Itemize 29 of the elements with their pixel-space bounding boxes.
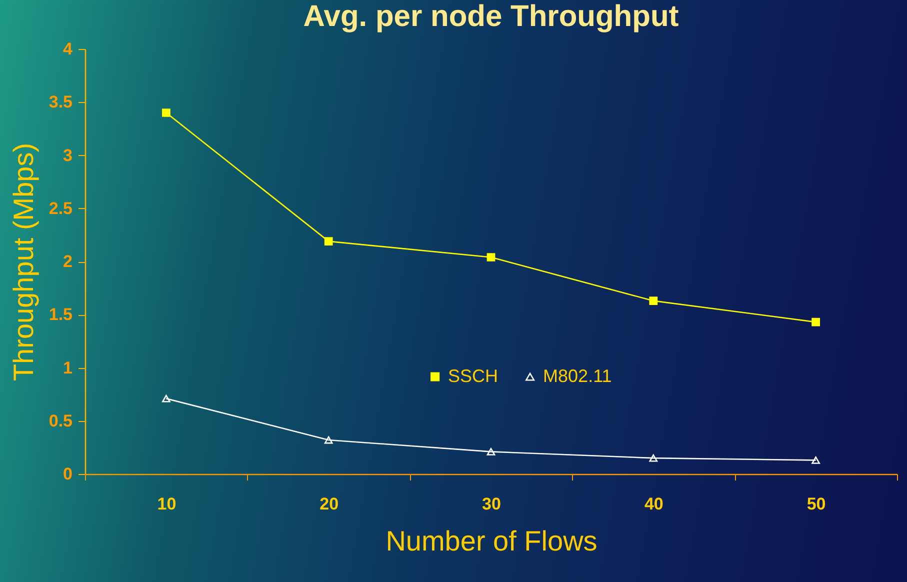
- point: [324, 237, 333, 246]
- legend-label: SSCH: [448, 366, 498, 386]
- y-axis-title: Throughput (Mbps): [8, 142, 39, 382]
- point: [649, 296, 658, 305]
- point: [812, 456, 820, 464]
- y-tick-label: 2: [63, 252, 72, 271]
- x-tick-label: 20: [320, 494, 339, 514]
- y-tick-label: 4: [63, 40, 74, 58]
- x-tick-label: 30: [482, 494, 501, 514]
- point: [649, 454, 658, 462]
- y-tick-label: 0.5: [48, 411, 72, 430]
- point: [162, 108, 170, 117]
- point: [486, 448, 496, 456]
- x-tick-label: 50: [806, 494, 826, 514]
- point: [162, 394, 170, 402]
- y-tick-label: 0: [63, 464, 72, 484]
- y-tick-label: 3.5: [48, 92, 72, 112]
- y-tick-label: 2.5: [48, 198, 72, 218]
- point: [486, 253, 496, 262]
- x-tick-label: 40: [644, 494, 664, 514]
- point: [812, 318, 820, 326]
- legend-label: M802.11: [543, 366, 612, 386]
- y-tick-label: 1: [63, 358, 72, 378]
- y-tick-label: 3: [63, 146, 72, 165]
- chart-title: Avg. per node Throughput: [303, 0, 679, 33]
- y-tick-label: 1.5: [48, 305, 72, 324]
- x-tick-label: 10: [157, 494, 176, 514]
- x-axis-title: Number of Flows: [386, 526, 598, 556]
- point: [324, 436, 333, 444]
